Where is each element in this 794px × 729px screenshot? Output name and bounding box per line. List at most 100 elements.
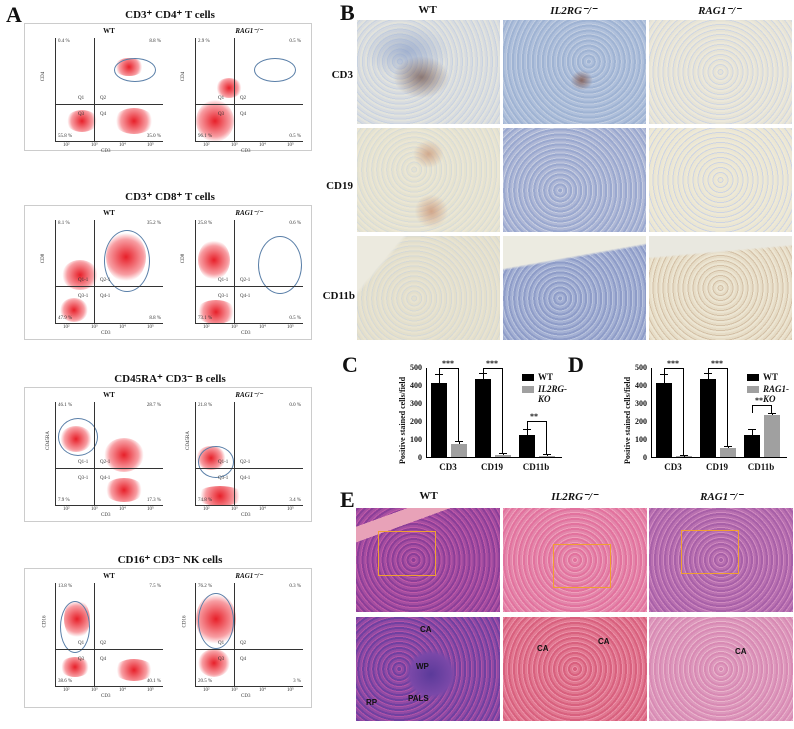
error-bar [503,454,504,455]
plot-area: *** *** ** [426,359,562,458]
quadrant-percentage: 21.8 % [198,403,213,408]
x-tick-label: 10³ [231,143,238,148]
flow-y-axis-label: CD8 [41,253,47,264]
y-tick-label: 300 [410,399,422,408]
quadrant-gate-label: Q1 [218,641,225,646]
quadrant-gate-label: Q3-1 [78,476,89,481]
flow-group-label: WT [103,572,115,580]
quadrant-percentage: 28.7 % [146,403,161,408]
quadrant-horizontal-line [56,649,163,650]
quadrant-percentage: 0.5 % [289,134,301,139]
quadrant-gate-label: Q1 [78,96,85,101]
quadrant-gate-label: Q1 [78,641,85,646]
annotation-ca: CA [537,644,549,653]
quadrant-vertical-line [94,220,95,323]
x-tick-label: 10⁵ [147,688,154,693]
quadrant-vertical-line [234,38,235,141]
quadrant-horizontal-line [196,649,303,650]
legend-label: RAG1-KO [763,384,790,404]
legend-swatch [522,386,534,393]
quadrant-percentage: 38.6 % [58,679,73,684]
significance-marker: *** [667,359,679,368]
quadrant-percentage: 0.5 % [289,39,301,44]
flow-scatter-plot: 0.4 % 8.8 % 55.8 % 35.0 % Q1 Q2 Q3 Q4 [55,38,163,142]
x-tick-label: CD19 [706,462,728,472]
flow-y-axis-label: CD4 [181,71,187,82]
gate-ellipse [60,601,90,653]
quadrant-horizontal-line [196,286,303,287]
flow-group-label: WT [103,27,115,35]
quadrant-percentage: 55.8 % [58,134,73,139]
error-cap [499,453,507,455]
x-tick-label: CD3 [439,462,457,472]
quadrant-percentage: 0.5 % [289,316,301,321]
ihc-image-il2rg-cd3 [503,20,646,124]
x-tick-label: 10³ [91,507,98,512]
quadrant-percentage: 17.3 % [146,498,161,503]
x-tick-label: 10² [203,325,210,330]
quadrant-percentage: 25.8 % [198,221,213,226]
cell-population [104,478,144,502]
cell-population [62,260,98,290]
significance-bracket [752,404,772,413]
x-tick-label: 10³ [231,688,238,693]
flow-section-title: CD3⁺ CD4⁺ T cells [125,9,215,21]
x-tick-label: CD3 [664,462,682,472]
ihc-image-rag1-cd19 [649,128,792,232]
flow-scatter-plot: 13.8 % 7.5 % 38.6 % 40.1 % Q1 Q2 Q3 Q4 [55,583,163,687]
error-cap [724,446,732,448]
quadrant-gate-label: Q2-1 [240,460,251,465]
ihc-image-wt-cd11b [357,236,500,340]
significance-bracket [439,368,459,442]
ihc-image-wt-cd3 [357,20,500,124]
y-tick-label: 300 [635,399,647,408]
quadrant-percentage: 0.6 % [289,221,301,226]
significance-marker: *** [486,359,498,368]
quadrant-vertical-line [234,402,235,505]
error-cap [768,412,776,414]
zoom-region-box [553,544,611,588]
bar-cd19-il2rg-ko [495,454,511,457]
significance-bracket [664,368,684,456]
flow-section-box: WT CD8 8.1 % 35.2 % 47.9 % 8.8 % Q1-1 Q2-1 Q3-1 Q… [24,205,312,340]
cell-population [198,240,230,280]
he-image-wt-high: CA WP PALS RP [356,617,500,721]
y-tick-label: 100 [410,435,422,444]
significance-marker: ** [530,412,538,421]
legend-swatch [747,386,759,393]
x-tick-label: 10⁴ [259,507,266,512]
x-tick-label: 10⁴ [259,325,266,330]
quadrant-percentage: 3 % [293,679,301,684]
quadrant-percentage: 47.9 % [58,316,73,321]
x-tick-label: 10⁴ [119,688,126,693]
quadrant-horizontal-line [56,468,163,469]
quadrant-gate-label: Q1-1 [78,278,89,283]
quadrant-gate-label: Q3 [218,112,225,117]
flow-y-axis-label: CD45RA [45,431,51,450]
cell-population [196,300,236,323]
panel-label-c: C [342,352,358,377]
error-cap [680,455,688,457]
ihc-col-wt: WT [418,4,437,16]
flow-x-axis-label: CD3 [101,331,111,336]
flow-group-label: WT [103,391,115,399]
error-bar [752,430,753,435]
panel-label-b: B [340,0,355,25]
ihc-row-cd11b: CD11b [322,290,355,302]
quadrant-gate-label: Q4-1 [240,294,251,299]
quadrant-gate-label: Q4-1 [100,294,111,299]
annotation-wp: WP [416,662,429,671]
y-tick-label: 500 [635,363,647,372]
ihc-image-rag1-cd11b [649,236,792,340]
quadrant-horizontal-line [196,104,303,105]
error-cap [748,429,756,430]
x-tick-label: 10³ [91,325,98,330]
gate-ellipse [198,446,234,478]
cell-population [198,649,230,677]
quadrant-horizontal-line [196,468,303,469]
quadrant-percentage: 35.0 % [146,134,161,139]
legend-swatch [747,374,759,381]
quadrant-percentage: 20.5 % [198,679,213,684]
cell-population [196,486,244,505]
significance-marker: *** [711,359,723,368]
